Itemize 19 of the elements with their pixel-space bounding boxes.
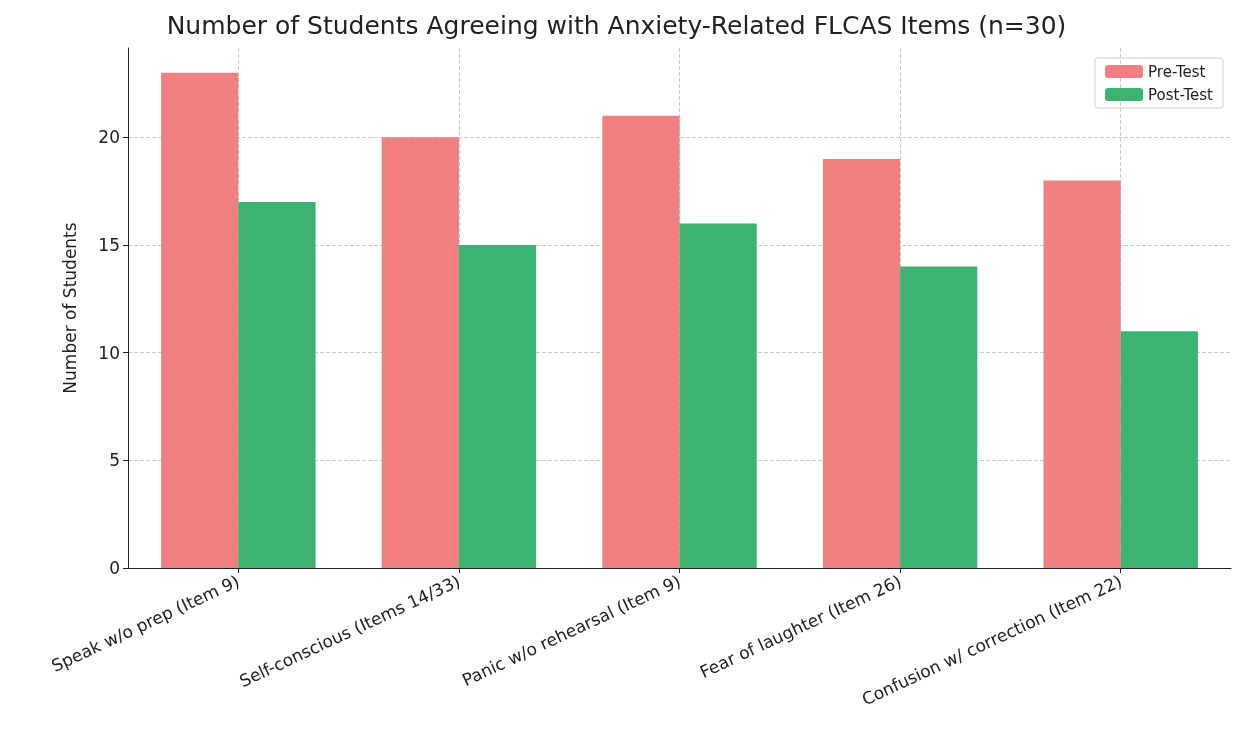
bar (238, 201, 316, 568)
y-tick-label: 5 (109, 450, 120, 471)
bar (1043, 180, 1121, 568)
bar (602, 115, 680, 568)
bar (161, 72, 239, 568)
bar (1120, 331, 1198, 568)
y-tick-label: 10 (98, 342, 120, 363)
bar (679, 223, 757, 568)
chart-title: Number of Students Agreeing with Anxiety-Related FLCAS Items (n=30) (166, 11, 1067, 40)
bar (822, 158, 901, 568)
y-tick-label: 0 (109, 558, 120, 578)
y-tick-label: 20 (98, 127, 120, 148)
bar (381, 137, 459, 568)
y-tick-label: 15 (98, 235, 120, 256)
y-axis-title: Number of Students (59, 222, 80, 394)
legend-label: Post-Test (1148, 85, 1214, 104)
bar (900, 266, 978, 568)
legend-label: Pre-Test (1148, 62, 1206, 81)
bar (458, 245, 537, 568)
